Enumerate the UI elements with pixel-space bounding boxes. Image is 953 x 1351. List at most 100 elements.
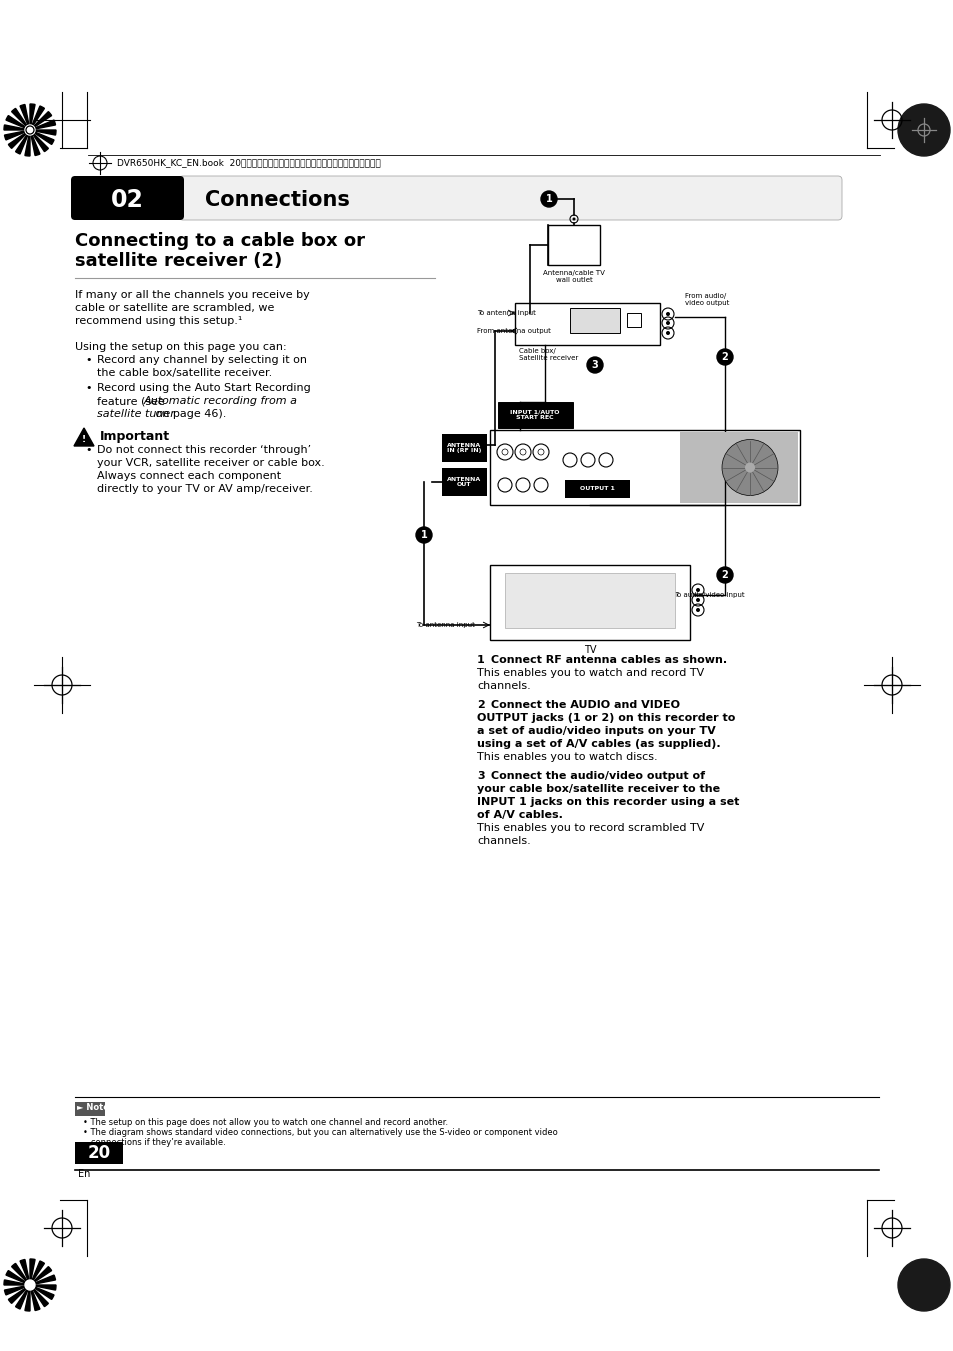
Circle shape bbox=[537, 449, 543, 455]
Circle shape bbox=[567, 458, 572, 462]
Text: the cable box/satellite receiver.: the cable box/satellite receiver. bbox=[97, 367, 272, 378]
Circle shape bbox=[744, 462, 754, 473]
Text: To antenna input: To antenna input bbox=[476, 309, 536, 316]
Text: Important: Important bbox=[100, 430, 170, 443]
Text: 2: 2 bbox=[720, 570, 727, 580]
Wedge shape bbox=[30, 1289, 40, 1310]
Text: directly to your TV or AV amp/receiver.: directly to your TV or AV amp/receiver. bbox=[97, 484, 313, 494]
Text: 2: 2 bbox=[476, 700, 484, 711]
Text: •: • bbox=[85, 444, 91, 455]
Text: Using the setup on this page you can:: Using the setup on this page you can: bbox=[75, 342, 286, 353]
Text: •: • bbox=[85, 355, 91, 365]
Text: cable or satellite are scrambled, we: cable or satellite are scrambled, we bbox=[75, 303, 274, 313]
Bar bbox=[679, 432, 797, 503]
Text: channels.: channels. bbox=[476, 681, 530, 690]
Text: your VCR, satellite receiver or cable box.: your VCR, satellite receiver or cable bo… bbox=[97, 458, 324, 467]
Text: Connect the AUDIO and VIDEO: Connect the AUDIO and VIDEO bbox=[491, 700, 679, 711]
Text: ANTENNA
IN (RF IN): ANTENNA IN (RF IN) bbox=[446, 443, 480, 454]
Text: 3: 3 bbox=[591, 359, 598, 370]
Text: Always connect each component: Always connect each component bbox=[97, 471, 281, 481]
Text: To antenna input: To antenna input bbox=[416, 621, 475, 628]
Text: satellite receiver (2): satellite receiver (2) bbox=[75, 253, 282, 270]
Bar bbox=[441, 467, 486, 496]
Text: !: ! bbox=[82, 435, 86, 444]
Text: This enables you to watch discs.: This enables you to watch discs. bbox=[476, 753, 657, 762]
Text: Connecting to a cable box or: Connecting to a cable box or bbox=[75, 232, 365, 250]
Circle shape bbox=[540, 190, 557, 207]
Text: TV: TV bbox=[583, 644, 596, 655]
Wedge shape bbox=[32, 1288, 49, 1306]
Circle shape bbox=[897, 104, 949, 155]
Text: • The setup on this page does not allow you to watch one channel and record anot: • The setup on this page does not allow … bbox=[83, 1119, 448, 1127]
Text: ANTENNA
OUT: ANTENNA OUT bbox=[446, 477, 480, 488]
Text: Record any channel by selecting it on: Record any channel by selecting it on bbox=[97, 355, 307, 365]
Wedge shape bbox=[6, 116, 27, 128]
Text: your cable box/satellite receiver to the: your cable box/satellite receiver to the bbox=[476, 784, 720, 794]
Wedge shape bbox=[30, 134, 40, 155]
Text: 1: 1 bbox=[420, 530, 427, 540]
Text: 20: 20 bbox=[88, 1144, 111, 1162]
Text: feature (see: feature (see bbox=[97, 396, 168, 407]
Wedge shape bbox=[33, 120, 55, 130]
Text: INPUT 1/AUTO
START REC: INPUT 1/AUTO START REC bbox=[510, 409, 559, 420]
Circle shape bbox=[717, 567, 732, 584]
Circle shape bbox=[665, 312, 669, 316]
Wedge shape bbox=[9, 1288, 27, 1304]
Bar bbox=[547, 226, 599, 265]
Text: 2: 2 bbox=[720, 353, 727, 362]
Polygon shape bbox=[74, 428, 94, 446]
Text: En: En bbox=[78, 1169, 91, 1179]
Circle shape bbox=[696, 588, 700, 592]
Text: Record using the Auto Start Recording: Record using the Auto Start Recording bbox=[97, 382, 311, 393]
Text: Connect the audio/video output of: Connect the audio/video output of bbox=[491, 771, 704, 781]
Text: •: • bbox=[85, 382, 91, 393]
Wedge shape bbox=[34, 130, 56, 135]
Circle shape bbox=[717, 349, 732, 365]
Bar bbox=[441, 434, 486, 462]
Text: OUTPUT jacks (1 or 2) on this recorder to: OUTPUT jacks (1 or 2) on this recorder t… bbox=[476, 713, 735, 723]
Wedge shape bbox=[25, 134, 30, 155]
Text: 1: 1 bbox=[476, 655, 484, 665]
Bar bbox=[504, 573, 675, 628]
Bar bbox=[515, 303, 659, 345]
Text: using a set of A/V cables (as supplied).: using a set of A/V cables (as supplied). bbox=[476, 739, 720, 748]
Text: connections if they’re available.: connections if they’re available. bbox=[83, 1138, 226, 1147]
Text: of A/V cables.: of A/V cables. bbox=[476, 811, 562, 820]
Bar bbox=[564, 480, 629, 499]
Text: Automatic recording from a: Automatic recording from a bbox=[144, 396, 297, 407]
Text: From audio/
video output: From audio/ video output bbox=[684, 293, 729, 307]
Text: a set of audio/video inputs on your TV: a set of audio/video inputs on your TV bbox=[476, 725, 715, 736]
Wedge shape bbox=[25, 1289, 30, 1310]
Text: channels.: channels. bbox=[476, 836, 530, 846]
Circle shape bbox=[520, 482, 525, 488]
Text: • The diagram shows standard video connections, but you can alternatively use th: • The diagram shows standard video conne… bbox=[83, 1128, 558, 1138]
Text: This enables you to record scrambled TV: This enables you to record scrambled TV bbox=[476, 823, 703, 834]
Text: 3: 3 bbox=[476, 771, 484, 781]
Bar bbox=[490, 565, 689, 640]
Wedge shape bbox=[4, 124, 26, 130]
Circle shape bbox=[501, 449, 507, 455]
Text: INPUT 1 jacks on this recorder using a set: INPUT 1 jacks on this recorder using a s… bbox=[476, 797, 739, 807]
Wedge shape bbox=[33, 131, 54, 145]
Circle shape bbox=[25, 1279, 35, 1290]
Circle shape bbox=[586, 357, 602, 373]
Circle shape bbox=[572, 218, 575, 220]
Wedge shape bbox=[9, 132, 27, 149]
Bar bbox=[569, 308, 619, 332]
Text: 1: 1 bbox=[545, 195, 552, 204]
Text: on page 46).: on page 46). bbox=[152, 409, 226, 419]
Wedge shape bbox=[6, 1270, 27, 1283]
Circle shape bbox=[585, 458, 590, 462]
Circle shape bbox=[519, 449, 525, 455]
Text: To audio/video input: To audio/video input bbox=[674, 592, 744, 598]
Wedge shape bbox=[31, 105, 45, 127]
Wedge shape bbox=[11, 108, 28, 127]
Bar bbox=[497, 403, 573, 428]
Text: Antenna/cable TV
wall outlet: Antenna/cable TV wall outlet bbox=[542, 270, 604, 284]
Text: DVR650HK_KC_EN.book  20ページ　２００７年２月２１日　水曜日　午後４時３１分: DVR650HK_KC_EN.book 20ページ ２００７年２月２１日 水曜日… bbox=[117, 158, 380, 168]
Text: 02: 02 bbox=[111, 188, 143, 212]
Circle shape bbox=[603, 458, 608, 462]
Text: recommend using this setup.¹: recommend using this setup.¹ bbox=[75, 316, 242, 326]
Circle shape bbox=[897, 1259, 949, 1310]
Text: OUTPUT 1: OUTPUT 1 bbox=[579, 486, 614, 492]
